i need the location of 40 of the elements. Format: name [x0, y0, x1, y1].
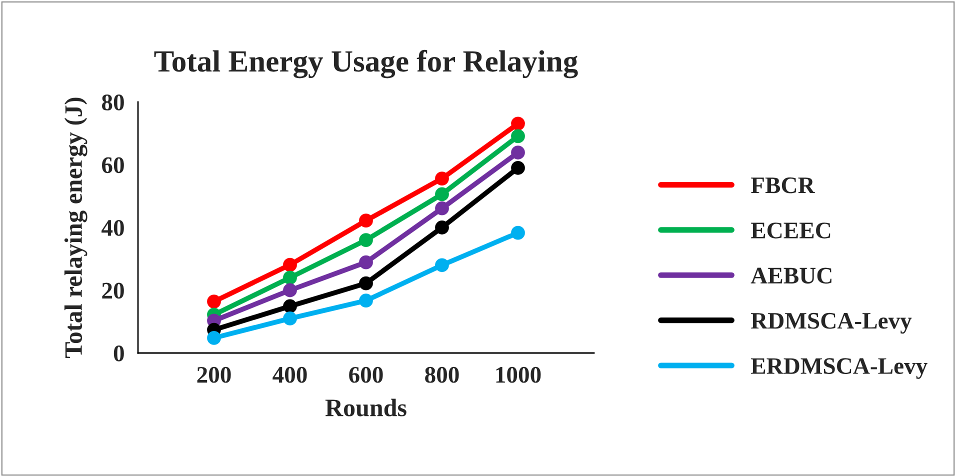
y-tick-label: 60 [102, 157, 124, 174]
point [511, 160, 525, 175]
y-tick-label: 40 [102, 220, 124, 236]
point [511, 226, 525, 240]
y-tick-label: 20 [102, 282, 124, 299]
point [283, 299, 297, 314]
point [359, 233, 373, 247]
point [359, 214, 373, 228]
point [511, 129, 525, 144]
y-tick-label: 0 [114, 345, 124, 362]
point [435, 220, 449, 234]
point [511, 116, 525, 131]
point [359, 294, 373, 308]
x-tick-label: 1000 [496, 366, 541, 383]
legend-label: ERDMSCA-Levy [750, 358, 928, 379]
legend-label: RDMSCA-Levy [750, 312, 912, 334]
point [435, 172, 449, 186]
y-axis-title: Total relaying energy (J) [64, 98, 88, 358]
point [283, 258, 297, 272]
point [435, 201, 449, 216]
point [283, 283, 297, 298]
point [359, 276, 373, 290]
chart-title: Total Energy Usage for Relaying [154, 50, 578, 78]
point [283, 270, 297, 285]
legend-label: AEBUC [750, 268, 832, 284]
legend-label: FBCR [750, 177, 816, 194]
point [511, 146, 525, 160]
y-tick-label: 80 [102, 94, 124, 110]
point [435, 187, 449, 202]
legend-label: ECEEC [750, 222, 830, 238]
point [435, 258, 449, 272]
point [283, 312, 297, 326]
x-tick-label: 200 [197, 366, 231, 383]
x-axis-title: Rounds [325, 398, 406, 416]
x-tick-label: 600 [349, 366, 383, 383]
x-tick-label: 800 [425, 366, 459, 383]
point [207, 330, 221, 345]
point [359, 255, 373, 270]
x-tick-label: 400 [272, 366, 307, 383]
point [207, 294, 221, 308]
